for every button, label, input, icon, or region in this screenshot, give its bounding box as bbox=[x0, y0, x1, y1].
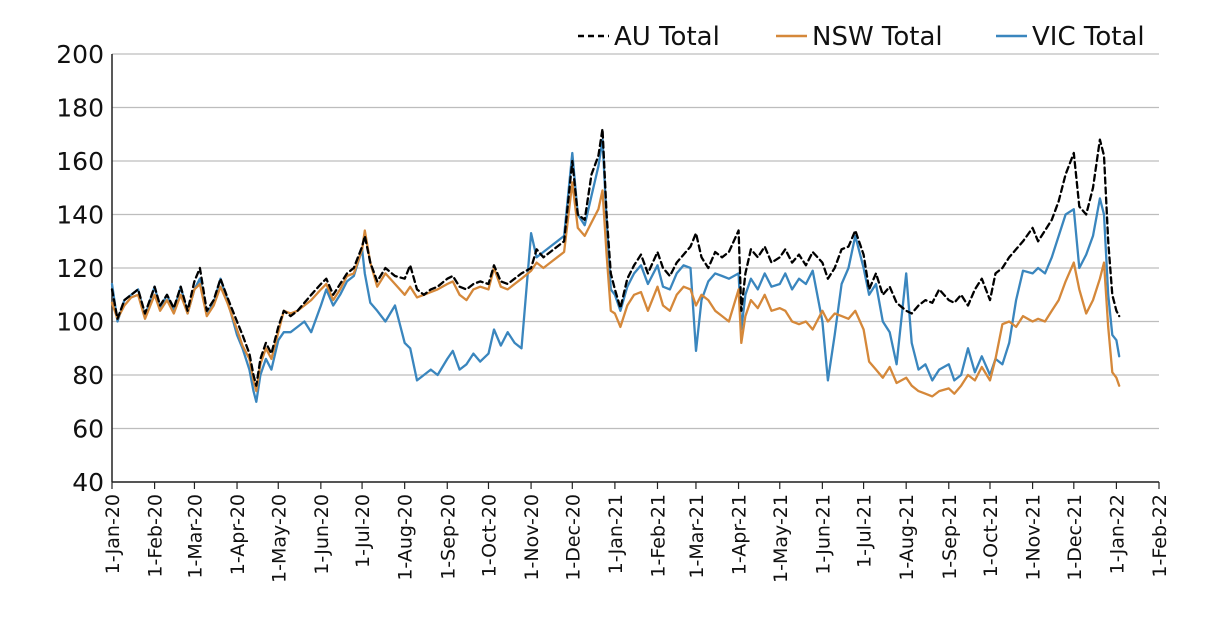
x-tick-label: 1-Feb-20 bbox=[145, 494, 167, 578]
x-tick-label: 1-May-21 bbox=[770, 494, 792, 583]
x-tick-label: 1-Nov-20 bbox=[521, 494, 543, 581]
x-tick-label: 1-Feb-21 bbox=[647, 494, 669, 578]
x-axis-tick-labels: 1-Jan-20 1-Feb-20 1-Mar-20 1-Apr-20 1-May-20… bbox=[102, 494, 1171, 583]
x-tick-label: 1-Dec-21 bbox=[1064, 494, 1086, 581]
y-tick-label: 160 bbox=[56, 147, 104, 176]
series-line-vic-total bbox=[110, 138, 1121, 403]
x-tick-label: 1-Jun-20 bbox=[311, 494, 333, 575]
x-tick-label: 1-Mar-21 bbox=[686, 494, 708, 579]
x-tick-label: 1-Aug-21 bbox=[896, 494, 918, 581]
x-tick-label: 1-Aug-20 bbox=[395, 494, 417, 581]
x-tick-label: 1-Dec-20 bbox=[562, 494, 584, 581]
y-tick-label: 100 bbox=[56, 308, 104, 337]
y-tick-label: 180 bbox=[56, 94, 104, 123]
x-tick-label: 1-Jun-21 bbox=[812, 494, 834, 575]
x-tick-label: 1-Jul-20 bbox=[352, 494, 374, 568]
x-tick-label: 1-Feb-22 bbox=[1149, 494, 1171, 578]
y-tick-label: 200 bbox=[56, 40, 104, 69]
series-line-nsw-total bbox=[110, 181, 1121, 398]
x-tick-label: 1-May-20 bbox=[268, 494, 290, 583]
x-tick-label: 1-Oct-20 bbox=[478, 494, 500, 577]
x-tick-label: 1-Sep-20 bbox=[437, 494, 459, 580]
legend-label: AU Total bbox=[614, 22, 720, 52]
y-tick-label: 40 bbox=[72, 468, 104, 497]
series-line-au-total bbox=[110, 127, 1121, 387]
y-tick-label: 80 bbox=[72, 361, 104, 390]
legend-label: VIC Total bbox=[1032, 22, 1145, 52]
x-tick-label: 1-Apr-20 bbox=[227, 494, 249, 575]
x-tick-label: 1-Mar-20 bbox=[184, 494, 206, 579]
x-tick-label: 1-Sep-21 bbox=[939, 494, 961, 580]
x-tick-label: 1-Nov-21 bbox=[1023, 494, 1045, 581]
legend: AU Total NSW Total VIC Total bbox=[578, 22, 1145, 52]
series-lines bbox=[110, 127, 1121, 403]
y-tick-label: 140 bbox=[56, 201, 104, 230]
x-tick-label: 1-Jan-20 bbox=[102, 494, 124, 574]
y-tick-label: 60 bbox=[72, 415, 104, 444]
legend-label: NSW Total bbox=[812, 22, 943, 52]
x-tick-label: 1-Apr-21 bbox=[729, 494, 751, 575]
axes bbox=[111, 54, 1160, 489]
y-tick-label: 120 bbox=[56, 254, 104, 283]
gridlines bbox=[112, 53, 1159, 483]
x-tick-label: 1-Jan-22 bbox=[1106, 494, 1128, 574]
x-tick-label: 1-Jan-21 bbox=[605, 494, 627, 574]
y-axis-tick-labels: 40 60 80 100 120 140 160 180 200 bbox=[56, 40, 104, 497]
x-tick-label: 1-Oct-21 bbox=[980, 494, 1002, 577]
x-tick-label: 1-Jul-21 bbox=[854, 494, 876, 568]
